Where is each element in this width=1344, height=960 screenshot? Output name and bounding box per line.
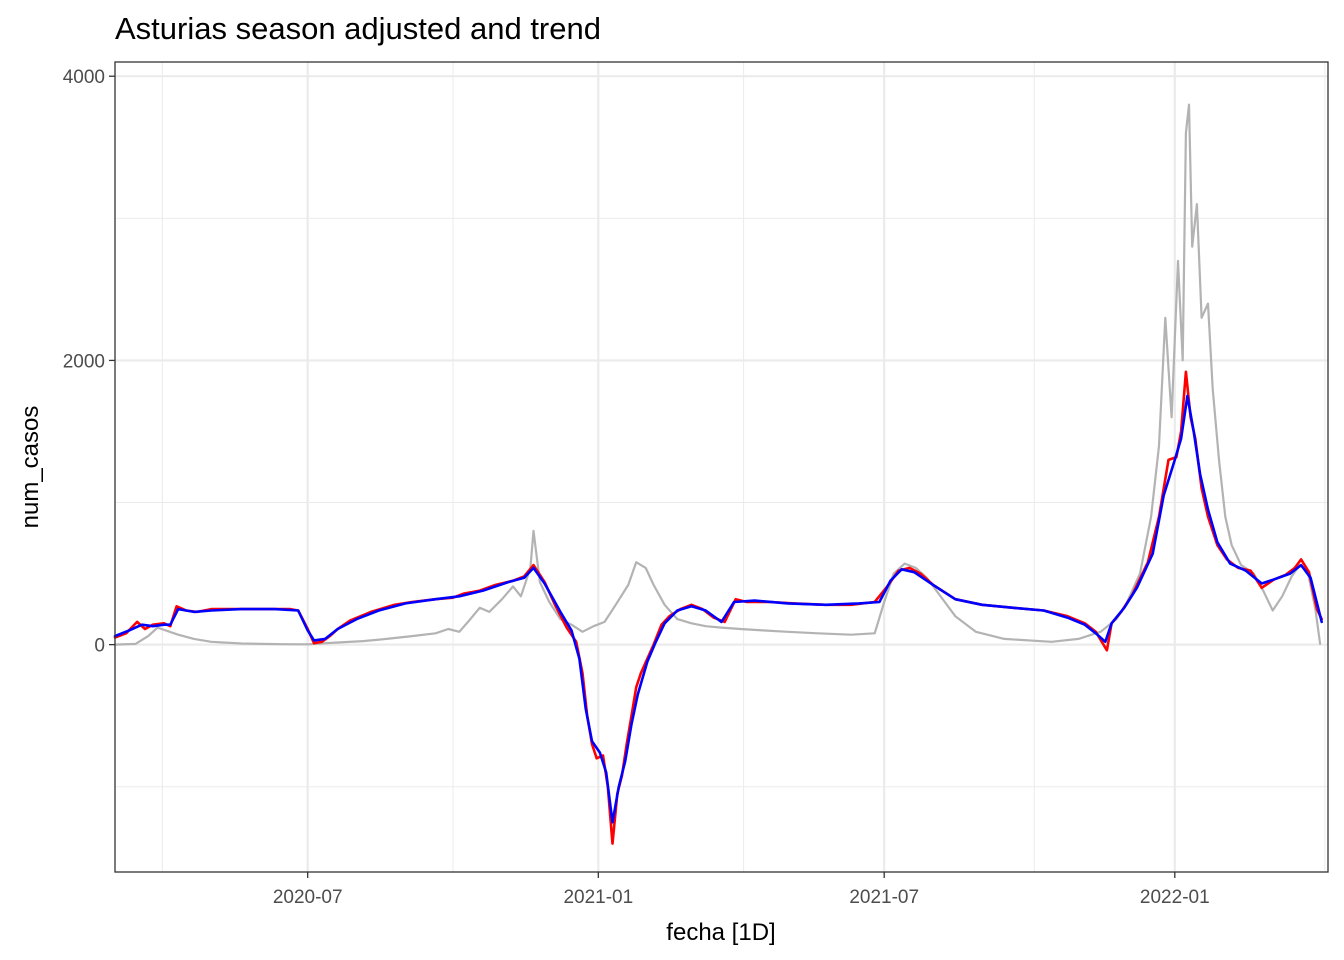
y-tick-label: 0 — [94, 636, 105, 657]
grid-minor — [115, 62, 1328, 872]
x-tick-label: 2021-07 — [849, 887, 919, 908]
chart-title: Asturias season adjusted and trend — [115, 11, 601, 46]
series-line-3 — [113, 394, 1323, 824]
grid-major — [115, 62, 1328, 872]
y-axis-title: num_casos — [17, 406, 44, 529]
y-axis: 0 2000 4000 — [63, 67, 115, 657]
x-axis-title: fecha [1D] — [666, 919, 775, 946]
series-line-1 — [113, 103, 1322, 646]
series-line-2 — [113, 370, 1323, 845]
series-layer — [113, 103, 1323, 845]
x-axis: 2020-07 2021-01 2021-07 2022-01 — [273, 872, 1210, 908]
plot-panel-border — [114, 61, 1329, 873]
x-tick-label: 2021-01 — [563, 887, 633, 908]
x-tick-label: 2022-01 — [1140, 887, 1210, 908]
y-tick-label: 4000 — [63, 67, 105, 88]
y-tick-label: 2000 — [63, 351, 105, 372]
x-tick-label: 2020-07 — [273, 887, 343, 908]
